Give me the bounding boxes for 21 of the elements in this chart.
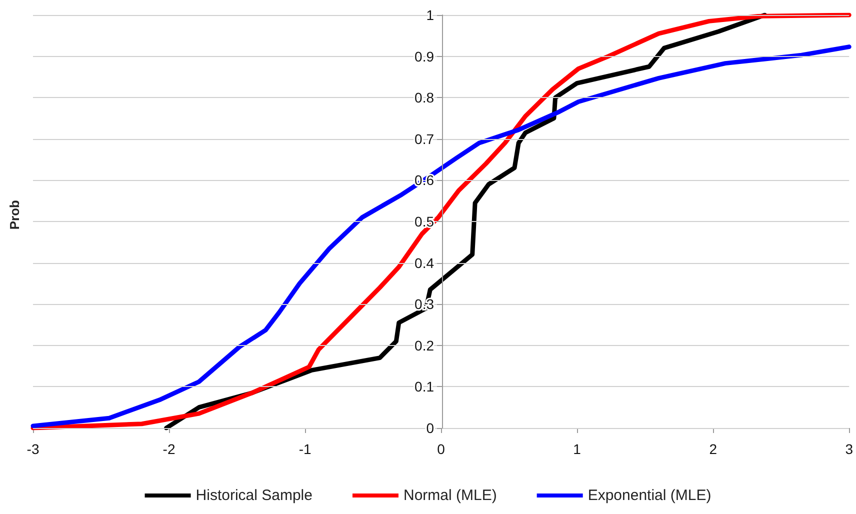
legend-label: Normal (MLE)	[403, 487, 497, 504]
legend-label: Historical Sample	[196, 487, 312, 504]
y-tick-label: 1	[426, 7, 434, 23]
x-tick-label: 1	[573, 441, 582, 457]
x-tick-label: 3	[845, 441, 854, 457]
x-tick-label: -1	[298, 441, 312, 457]
y-tick-label: 0	[426, 420, 434, 436]
y-tick-label: 0.8	[414, 90, 434, 106]
y-tick-label: 0.7	[414, 130, 434, 147]
y-tick-label: 0.2	[414, 337, 434, 354]
x-tick-label: -3	[26, 441, 40, 457]
x-tick-label: 2	[709, 441, 718, 457]
y-axis-title: Prob	[7, 200, 22, 230]
legend-label: Exponential (MLE)	[588, 487, 712, 504]
y-tick-label: 0.3	[414, 296, 434, 312]
x-tick-label: -2	[162, 441, 176, 457]
x-tick-label: 0	[437, 441, 446, 457]
y-tick-label: 0.4	[414, 254, 434, 271]
y-tick-label: 0.5	[414, 214, 434, 230]
y-tick-label: 0.9	[414, 48, 434, 64]
y-tick-label: 0.1	[414, 378, 434, 395]
